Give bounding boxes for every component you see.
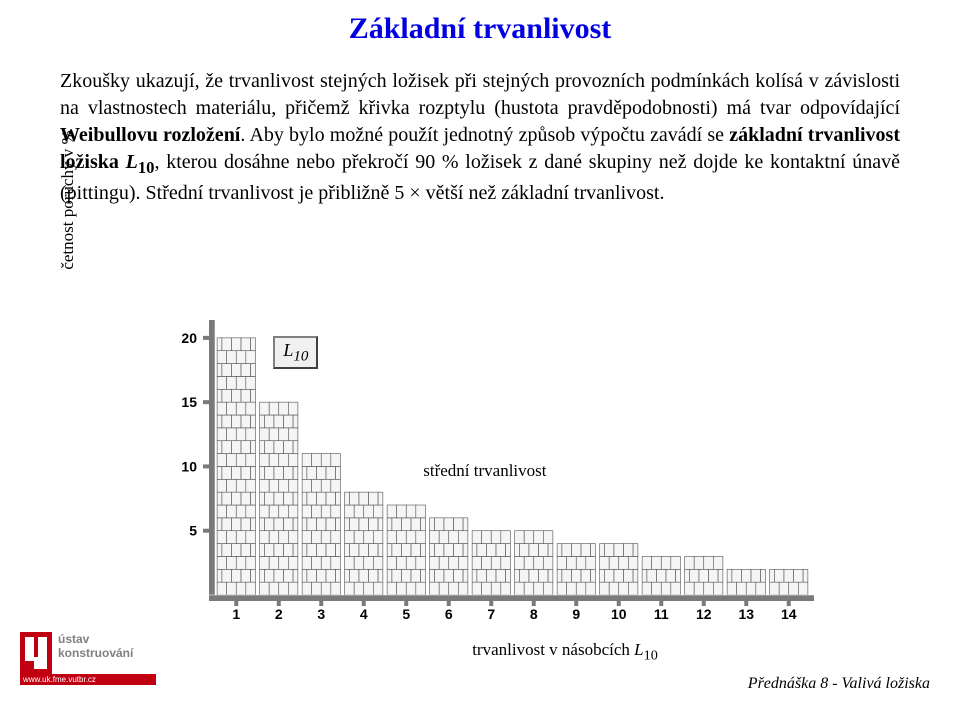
l-symbol: L xyxy=(126,151,138,173)
svg-text:7: 7 xyxy=(487,606,495,622)
weibull-bold: Weibullovu rozložení xyxy=(60,124,240,146)
institute-logo: ústav konstruování www.uk.fme.vutbr.cz xyxy=(20,630,140,688)
para-text: . Aby bylo možné použít jednotný způsob … xyxy=(240,124,729,146)
svg-text:20: 20 xyxy=(181,330,197,346)
svg-text:13: 13 xyxy=(738,606,754,622)
logo-url: www.uk.fme.vutbr.cz xyxy=(20,674,156,685)
xlabel-sub: 10 xyxy=(644,647,658,663)
svg-text:5: 5 xyxy=(189,523,197,539)
x-axis-label: trvanlivost v násobcích L10 xyxy=(365,640,765,664)
svg-text:9: 9 xyxy=(572,606,580,622)
logo-line2: konstruování xyxy=(58,646,133,660)
para-text: Zkoušky ukazují, že trvanlivost stejných… xyxy=(60,70,900,119)
l-sub: 10 xyxy=(138,158,155,177)
svg-text:5: 5 xyxy=(402,606,410,622)
svg-text:2: 2 xyxy=(275,606,283,622)
l10-box: L10 xyxy=(273,336,318,370)
svg-text:8: 8 xyxy=(530,606,538,622)
xlabel-text: trvanlivost v násobcích xyxy=(472,640,634,659)
svg-text:14: 14 xyxy=(781,606,797,622)
y-axis-label: četnost poruchy v % xyxy=(58,65,78,335)
svg-text:15: 15 xyxy=(181,394,197,410)
svg-text:11: 11 xyxy=(654,606,669,622)
svg-text:1: 1 xyxy=(232,606,240,622)
page-title: Základní trvanlivost xyxy=(0,12,960,46)
main-paragraph: Zkoušky ukazují, že trvanlivost stejných… xyxy=(60,68,900,207)
svg-text:10: 10 xyxy=(611,606,627,622)
svg-text:3: 3 xyxy=(317,606,325,622)
svg-text:10: 10 xyxy=(181,458,197,474)
mean-life-label: střední trvanlivost xyxy=(423,461,546,481)
logo-line1: ústav xyxy=(58,632,133,646)
para-text: , kterou dosáhne nebo překročí 90 % loži… xyxy=(60,151,900,204)
footer-text: Přednáška 8 - Valivá ložiska xyxy=(748,675,930,693)
xlabel-l: L xyxy=(634,640,643,659)
l10-symbol: L xyxy=(283,340,293,360)
svg-text:4: 4 xyxy=(360,606,368,622)
svg-text:6: 6 xyxy=(445,606,453,622)
l10-sub: 10 xyxy=(293,348,308,364)
svg-text:12: 12 xyxy=(696,606,712,622)
